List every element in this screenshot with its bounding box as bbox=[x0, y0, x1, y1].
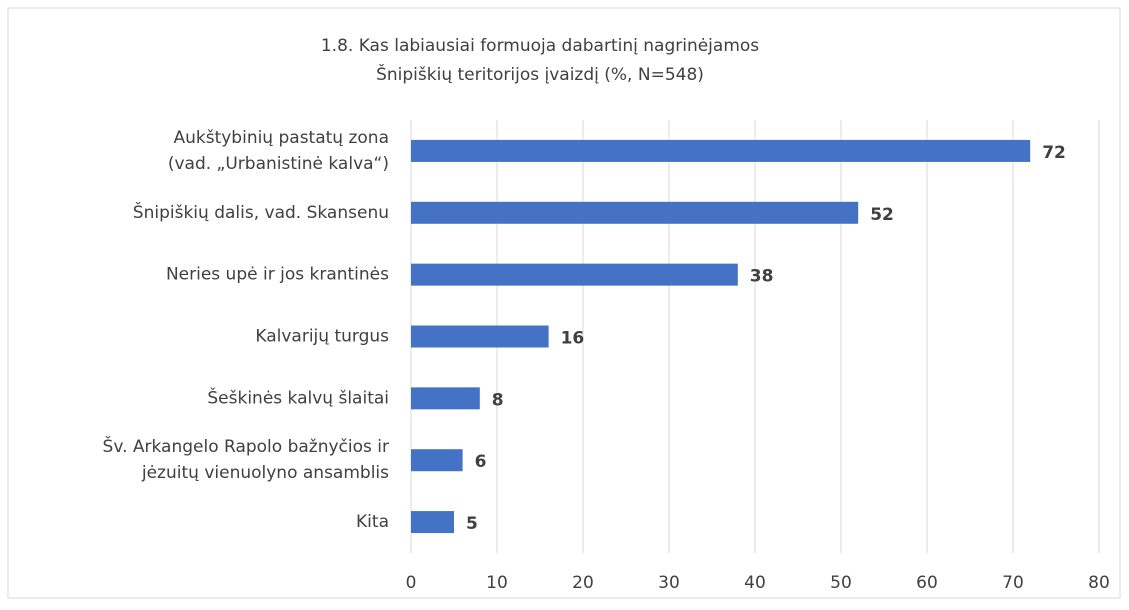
value-label: 38 bbox=[750, 267, 774, 287]
value-label: 8 bbox=[492, 390, 504, 410]
value-label: 52 bbox=[870, 205, 894, 225]
x-tick-label: 70 bbox=[1002, 573, 1024, 593]
y-tick-label: Šnipiškių dalis, vad. Skansenu bbox=[133, 201, 389, 223]
value-label: 6 bbox=[475, 452, 487, 472]
bar bbox=[411, 139, 1031, 162]
y-tick-label: Šv. Arkangelo Rapolo bažnyčios ir bbox=[103, 435, 389, 457]
value-label: 5 bbox=[466, 514, 478, 534]
value-label: 72 bbox=[1042, 143, 1066, 163]
x-tick-label: 10 bbox=[486, 573, 508, 593]
y-tick-label: (vad. „Urbanistinė kalva“) bbox=[168, 154, 389, 174]
chart-title: 1.8. Kas labiausiai formuoja dabartinį n… bbox=[321, 36, 759, 56]
y-tick-label: Aukštybinių pastatų zona bbox=[173, 128, 389, 148]
x-tick-label: 0 bbox=[406, 573, 417, 593]
x-tick-label: 40 bbox=[744, 573, 766, 593]
x-tick-label: 30 bbox=[658, 573, 680, 593]
y-tick-label: Kita bbox=[356, 512, 389, 532]
value-label: 16 bbox=[561, 329, 585, 349]
y-tick-label: Šeškinės kalvų šlaitai bbox=[207, 386, 389, 408]
bar bbox=[411, 263, 738, 286]
bar bbox=[411, 387, 480, 410]
chart-title: Šnipiškių teritorijos įvaizdį (%, N=548) bbox=[376, 63, 704, 85]
x-tick-label: 60 bbox=[916, 573, 938, 593]
x-tick-label: 20 bbox=[572, 573, 594, 593]
bar bbox=[411, 449, 463, 472]
bar bbox=[411, 325, 549, 348]
bar bbox=[411, 201, 859, 224]
y-tick-label: Neries upė ir jos krantinės bbox=[166, 265, 389, 285]
y-tick-label: jėzuitų vienuolyno ansamblis bbox=[141, 463, 389, 483]
bar bbox=[411, 511, 454, 534]
y-tick-label: Kalvarijų turgus bbox=[255, 327, 389, 347]
x-tick-label: 80 bbox=[1088, 573, 1110, 593]
x-tick-label: 50 bbox=[830, 573, 852, 593]
chart-border bbox=[7, 7, 1121, 599]
